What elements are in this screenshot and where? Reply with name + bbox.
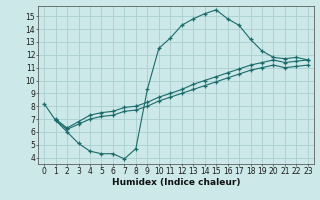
X-axis label: Humidex (Indice chaleur): Humidex (Indice chaleur) xyxy=(112,178,240,187)
